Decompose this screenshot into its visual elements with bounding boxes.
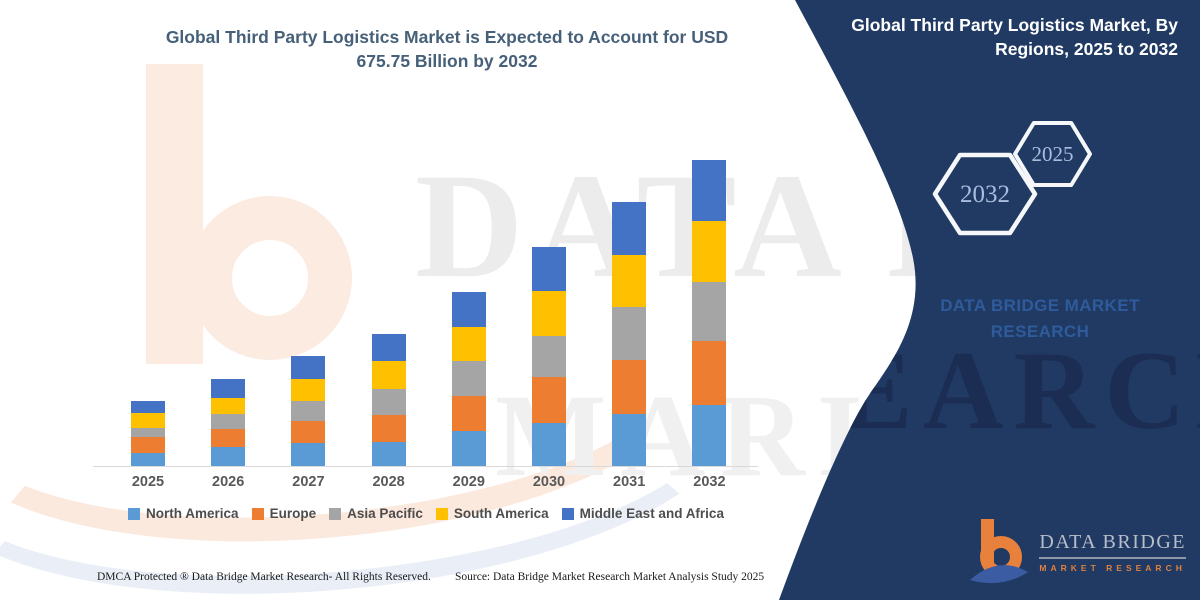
footer-copyright: DMCA Protected ® Data Bridge Market Rese… [97,571,431,583]
stacked-bar-2028 [371,333,406,466]
stacked-bar-2029 [451,291,486,466]
bar-segment-north-america [612,414,647,466]
bar-segment-europe [131,437,165,454]
logo-name-text: DATA BRIDGE [1039,531,1186,559]
x-axis-label-2030: 2030 [532,474,566,490]
bar-segment-asia-pacific [291,401,326,421]
legend-swatch [435,507,448,520]
bar-segment-north-america [692,405,727,466]
side-panel-shape [779,0,1200,600]
panel-ghost-watermark: EARCH [838,329,1200,453]
bar-segment-asia-pacific [131,428,165,438]
footer-source: Source: Data Bridge Market Research Mark… [455,571,765,583]
bar-segment-asia-pacific [451,361,486,396]
legend-swatch [561,507,574,520]
x-axis-label-2028: 2028 [372,474,405,490]
x-axis-label-2026: 2026 [212,474,245,490]
panel-brand-watermark: DATA BRIDGE MARKET RESEARCH [940,296,1140,342]
bar-segment-south-america [211,398,246,414]
bar-segment-south-america [451,326,486,362]
bar-segment-middle-east-and-africa [131,400,165,414]
stacked-bar-2030 [532,246,566,466]
bar-segment-middle-east-and-africa [371,333,406,362]
legend-item-south-america: South America [435,506,549,521]
bar-segment-asia-pacific [692,282,727,342]
bar-segment-asia-pacific [532,336,566,378]
bar-segment-south-america [612,255,647,308]
chart-title: Global Third Party Logistics Market is E… [165,27,729,71]
bar-segment-europe [612,359,647,415]
legend-swatch [329,507,342,520]
bar-segment-south-america [371,361,406,389]
legend-label: Asia Pacific [347,506,423,521]
bar-segment-south-america [291,378,326,402]
legend-swatch [251,507,264,520]
bar-segment-europe [532,377,566,423]
stacked-bar-2026 [211,378,246,466]
bars-layer: 2025 2026 2027 2028 2029 2030 2031 2032 [131,160,727,490]
bar-segment-asia-pacific [211,413,246,429]
panel-title: Global Third Party Logistics Market, By … [851,15,1178,59]
logo-subtitle-text: MARKET RESEARCH [1039,563,1186,573]
bar-segment-europe [371,414,406,443]
bar-segment-asia-pacific [371,388,406,415]
bar-segment-middle-east-and-africa [692,160,727,222]
legend-item-middle-east-and-africa: Middle East and Africa [561,506,724,521]
x-axis-label-2029: 2029 [452,474,485,490]
bar-segment-europe [291,420,326,444]
legend-label: Europe [269,506,317,521]
bar-segment-north-america [131,453,165,466]
legend-row: North America Europe Asia Pacific South Ame… [95,506,757,521]
legend-label: Middle East and Africa [579,506,724,521]
hexagon-2025 [1013,121,1092,187]
hexagon-years-graphic: 2025 2032 [932,121,1092,236]
x-axis-label-2027: 2027 [292,474,325,490]
stacked-bar-2032 [692,160,727,466]
bar-segment-south-america [692,221,727,283]
bar-segment-middle-east-and-africa [291,355,326,379]
bar-segment-asia-pacific [612,307,647,360]
bar-segment-north-america [291,443,326,466]
x-axis-label-2032: 2032 [693,474,726,490]
bar-segment-middle-east-and-africa [451,291,486,327]
legend-item-north-america: North America [128,506,239,521]
stacked-bar-2031 [612,202,647,466]
bar-segment-europe [692,341,727,406]
bar-segment-north-america [532,422,566,466]
legend-swatch [128,507,141,520]
hexagon-2025-label: 2025 [1032,142,1074,166]
bar-segment-europe [211,428,246,448]
stacked-bar-2027 [291,355,326,466]
legend-label: South America [453,506,549,521]
bar-segment-europe [451,395,486,432]
legend-item-asia-pacific: Asia Pacific [329,506,423,521]
bar-segment-middle-east-and-africa [532,246,566,292]
bar-segment-north-america [451,431,486,466]
legend-label: North America [146,506,239,521]
databridge-logo-icon [970,519,1029,584]
bar-segment-north-america [371,442,406,466]
x-axis-label-2031: 2031 [613,474,646,490]
bar-segment-middle-east-and-africa [612,202,647,256]
hexagon-2032 [932,152,1038,236]
bar-segment-south-america [532,291,566,337]
databridge-logo: DATA BRIDGE MARKET RESEARCH [968,517,1186,587]
hexagon-2032-label: 2032 [960,181,1010,208]
x-axis-line [93,466,758,467]
stacked-bar-2025 [131,400,165,466]
bar-segment-north-america [211,447,246,466]
legend-item-europe: Europe [251,506,317,521]
x-axis-label-2025: 2025 [131,474,165,490]
bar-segment-middle-east-and-africa [211,378,246,399]
bar-segment-south-america [131,413,165,429]
